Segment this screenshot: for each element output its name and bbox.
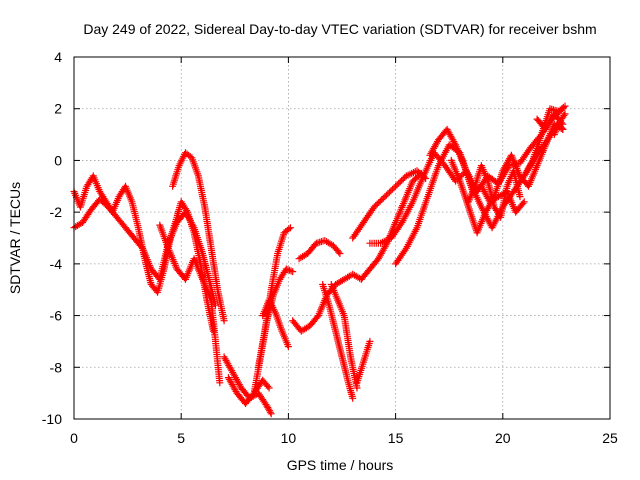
x-tick-label: 20 xyxy=(495,430,511,446)
data-point-markers xyxy=(533,110,567,133)
series-track-n xyxy=(295,237,344,263)
x-tick-label: 10 xyxy=(281,430,297,446)
data-point-markers xyxy=(319,281,357,402)
data-point-markers xyxy=(349,167,430,242)
y-tick-label: 0 xyxy=(54,152,62,168)
y-tick-label: -10 xyxy=(42,411,62,427)
series-track-s xyxy=(447,120,567,237)
data-point-markers xyxy=(327,281,361,392)
data-point-markers xyxy=(295,237,344,263)
data-point-markers xyxy=(70,195,219,309)
series-track-l xyxy=(327,281,361,392)
series-track-b xyxy=(70,195,219,309)
plot-frame xyxy=(73,56,611,420)
y-tick-label: 4 xyxy=(54,49,62,65)
chart-title: Day 249 of 2022, Sidereal Day-to-day VTE… xyxy=(83,21,596,37)
series-track-o xyxy=(349,167,430,242)
series-track-k xyxy=(319,281,357,402)
series-track-w xyxy=(550,120,567,139)
x-tick-labels: 0 5 10 15 20 25 xyxy=(70,430,618,446)
y-tick-label: -2 xyxy=(50,204,63,220)
x-tick-label: 0 xyxy=(70,430,78,446)
x-tick-label: 5 xyxy=(177,430,185,446)
series-track-m xyxy=(353,337,374,387)
data-point-markers xyxy=(353,337,374,387)
data-points-layer xyxy=(70,102,569,418)
data-point-markers xyxy=(465,162,524,221)
data-point-markers xyxy=(426,125,528,216)
ticks-layer xyxy=(73,56,611,420)
y-tick-label: 2 xyxy=(54,101,62,117)
series-track-v xyxy=(533,110,567,133)
x-tick-label: 25 xyxy=(602,430,618,446)
series-track-r xyxy=(426,125,528,216)
data-point-markers xyxy=(550,120,567,139)
series-track-i xyxy=(259,296,292,351)
series-track-d xyxy=(156,221,224,387)
y-tick-label: -4 xyxy=(50,256,63,272)
data-point-markers xyxy=(259,296,292,351)
series-track-t xyxy=(465,162,524,221)
series-track-c xyxy=(169,149,228,325)
data-point-markers xyxy=(169,149,228,325)
x-axis-label: GPS time / hours xyxy=(287,457,394,473)
y-tick-label: -6 xyxy=(50,308,63,324)
y-tick-label: -8 xyxy=(50,359,63,375)
data-point-markers xyxy=(156,221,224,387)
data-point-markers xyxy=(447,120,567,237)
y-axis-label: SDTVAR / TECUs xyxy=(7,182,23,294)
y-tick-labels: -10 -8 -6 -4 -2 0 2 4 xyxy=(42,49,62,427)
x-tick-label: 15 xyxy=(388,430,404,446)
